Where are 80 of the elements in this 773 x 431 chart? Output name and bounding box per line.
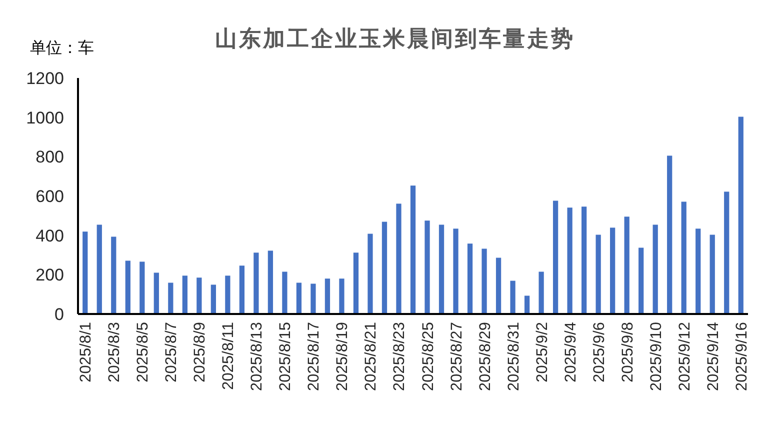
x-tick-label: 2025/8/27 <box>448 322 466 391</box>
bar <box>638 248 644 314</box>
y-tick-label: 400 <box>36 226 64 246</box>
bar <box>510 280 516 314</box>
bar <box>310 284 316 314</box>
y-tick-label: 1000 <box>26 108 64 128</box>
bar <box>410 186 416 314</box>
bar <box>282 272 288 314</box>
bar <box>182 276 188 314</box>
x-tick-label: 2025/8/21 <box>362 322 380 391</box>
bar <box>582 206 587 314</box>
bar <box>82 232 88 314</box>
bar <box>552 200 558 314</box>
bar <box>681 202 686 314</box>
bar <box>96 224 102 314</box>
y-axis-title: 单位：车 <box>30 38 94 57</box>
bar <box>724 192 730 314</box>
bar <box>652 224 658 314</box>
x-tick-label: 2025/8/23 <box>391 322 408 391</box>
bar <box>524 296 530 314</box>
y-tick-label: 0 <box>54 305 64 324</box>
x-tick-label: 2025/8/29 <box>476 322 494 391</box>
bar <box>610 228 616 314</box>
bar <box>210 284 216 314</box>
x-tick-label: 2025/8/13 <box>248 322 266 391</box>
x-tick-label: 2025/9/12 <box>676 322 694 391</box>
bar <box>710 234 715 314</box>
bar <box>667 156 672 314</box>
x-tick-label: 2025/9/16 <box>733 322 750 391</box>
bar <box>296 282 302 314</box>
x-tick-label: 2025/8/11 <box>220 322 238 390</box>
x-tick-label: 2025/8/7 <box>163 322 180 382</box>
bar <box>396 204 402 314</box>
bar <box>596 234 601 314</box>
x-tick-label: 2025/9/4 <box>562 322 580 382</box>
x-tick-label: 2025/8/17 <box>306 322 323 391</box>
bar <box>196 278 202 314</box>
x-tick-label: 2025/9/10 <box>648 322 665 391</box>
bar <box>424 220 430 314</box>
bar <box>154 272 159 314</box>
x-tick-label: 2025/8/19 <box>334 322 352 391</box>
bar <box>438 224 444 314</box>
bar <box>538 272 544 314</box>
bar <box>168 282 174 314</box>
bar <box>268 250 274 314</box>
bar <box>453 228 458 314</box>
x-tick-label: 2025/8/15 <box>277 322 294 391</box>
bar <box>353 252 359 314</box>
y-tick-label: 800 <box>36 148 64 167</box>
bar <box>339 278 344 314</box>
y-tick-label: 600 <box>36 187 64 206</box>
x-tick-label: 2025/8/1 <box>78 322 95 382</box>
x-tick-label: 2025/9/8 <box>619 322 636 382</box>
y-tick-label: 200 <box>36 266 64 285</box>
bar <box>567 208 572 314</box>
x-tick-label: 2025/8/5 <box>134 322 152 382</box>
bar <box>624 216 630 314</box>
x-tick-label: 2025/9/14 <box>704 322 722 391</box>
bar <box>368 234 373 314</box>
x-tick-label: 2025/8/31 <box>505 322 522 391</box>
chart-title: 山东加工企业玉米晨间到车量走势 <box>215 26 575 52</box>
y-tick-label: 1200 <box>26 69 64 88</box>
x-tick-label: 2025/9/2 <box>534 322 551 382</box>
bar <box>225 276 230 314</box>
bar <box>482 248 487 314</box>
x-tick-label: 2025/9/6 <box>590 322 608 382</box>
bar <box>467 244 473 314</box>
bar <box>696 228 701 314</box>
bar <box>140 262 145 314</box>
bar <box>738 116 744 314</box>
bar <box>254 252 259 314</box>
bar <box>496 258 502 314</box>
bar <box>382 222 388 314</box>
bar <box>239 266 244 314</box>
x-tick-label: 2025/8/3 <box>106 322 124 382</box>
x-tick-label: 2025/8/9 <box>192 322 209 382</box>
bar <box>125 260 130 314</box>
x-tick-label: 2025/8/25 <box>420 322 437 391</box>
bar <box>111 236 116 314</box>
bar <box>324 278 330 314</box>
